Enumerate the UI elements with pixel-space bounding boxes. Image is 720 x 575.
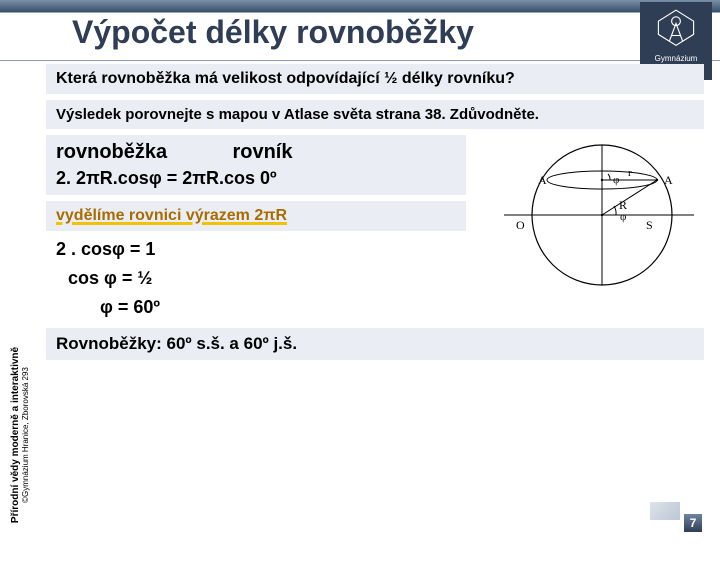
equation-1: 2. 2πR.cosφ = 2πR.cos 0º bbox=[56, 168, 456, 189]
label-rovnik: rovník bbox=[232, 141, 292, 164]
equation-block: rovnoběžka rovník 2. 2πR.cosφ = 2πR.cos … bbox=[46, 135, 466, 195]
question-1: Která rovnoběžka má velikost odpovídajíc… bbox=[46, 64, 704, 94]
content-area: Která rovnoběžka má velikost odpovídajíc… bbox=[46, 64, 704, 512]
svg-text:r: r bbox=[628, 167, 632, 179]
svg-text:R: R bbox=[619, 198, 627, 212]
corner-decoration bbox=[650, 502, 680, 520]
label-rovnobezka: rovnoběžka bbox=[56, 141, 228, 164]
highlight-step: vydělíme rovnici výrazem 2πR bbox=[46, 201, 466, 231]
svg-text:φ: φ bbox=[613, 174, 619, 186]
step-3: cos φ = ½ bbox=[46, 266, 466, 291]
logo-text-1: Gymnázium bbox=[655, 54, 698, 63]
sphere-diagram: A A r φ O R φ S bbox=[474, 135, 702, 295]
svg-text:φ: φ bbox=[620, 211, 626, 223]
page-title: Výpočet délky rovnoběžky bbox=[72, 14, 474, 51]
step-4: φ = 60º bbox=[46, 295, 466, 320]
title-underline bbox=[0, 60, 720, 61]
sidebar-line2: ©Gymnázium Hranice, Zborovská 293 bbox=[21, 295, 30, 575]
answer-box: Rovnoběžky: 60º s.š. a 60º j.š. bbox=[46, 328, 704, 360]
svg-text:O: O bbox=[516, 218, 525, 232]
highlight-text: vydělíme rovnici výrazem 2πR bbox=[56, 207, 287, 224]
svg-text:A: A bbox=[664, 173, 673, 187]
step-2: 2 . cosφ = 1 bbox=[46, 237, 466, 262]
question-2: Výsledek porovnejte s mapou v Atlase svě… bbox=[46, 100, 704, 129]
header-bar bbox=[0, 0, 720, 12]
sidebar-line1: Přírodní vědy moderně a interaktivně bbox=[10, 295, 21, 575]
logo-icon bbox=[654, 8, 698, 52]
svg-text:A: A bbox=[538, 173, 547, 187]
svg-text:S: S bbox=[646, 218, 653, 232]
page-number: 7 bbox=[684, 514, 702, 532]
